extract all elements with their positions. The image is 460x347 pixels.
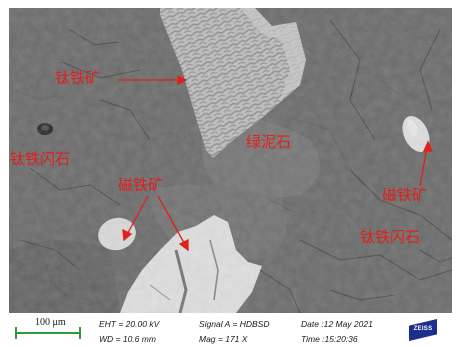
eht-value: EHT = 20.00 kV [99,319,160,329]
wd-value: WD = 10.6 mm [99,334,156,344]
mag-value: Mag = 171 X [199,334,248,344]
label-magnetite-right: 磁铁矿 [382,186,428,204]
arrow-ilmenite-head [177,74,188,86]
zeiss-logo-text: ZEISS [413,326,433,332]
label-ilmenite: 钛铁矿 [55,69,101,87]
label-magnetite-center: 磁铁矿 [118,176,164,194]
scale-bar-tick-right [79,327,81,339]
date-value: Date :12 May 2021 [301,319,373,329]
texture-grain [9,8,452,313]
sem-info-bar: 100 μm EHT = 20.00 kV WD = 10.6 mm Signa… [9,313,452,347]
annotation-arrows [118,74,434,252]
scale-label: 100 μm [35,317,66,328]
label-titanohornblende-left: 钛铁闪石 [10,150,71,168]
arrow-magnetite-left-head [122,228,133,242]
time-value: Time :15:20:36 [301,334,358,344]
zeiss-logo: ZEISS [409,319,437,341]
scale-bar [16,332,80,334]
arrow-magnetite-center-head [178,238,189,252]
label-chlorite: 绿泥石 [246,133,292,151]
signal-value: Signal A = HDBSD [199,319,270,329]
arrow-magnetite-center [157,195,189,251]
label-titanohornblende-right: 钛铁闪石 [360,228,421,246]
arrow-magnetite-right-head [422,140,434,152]
